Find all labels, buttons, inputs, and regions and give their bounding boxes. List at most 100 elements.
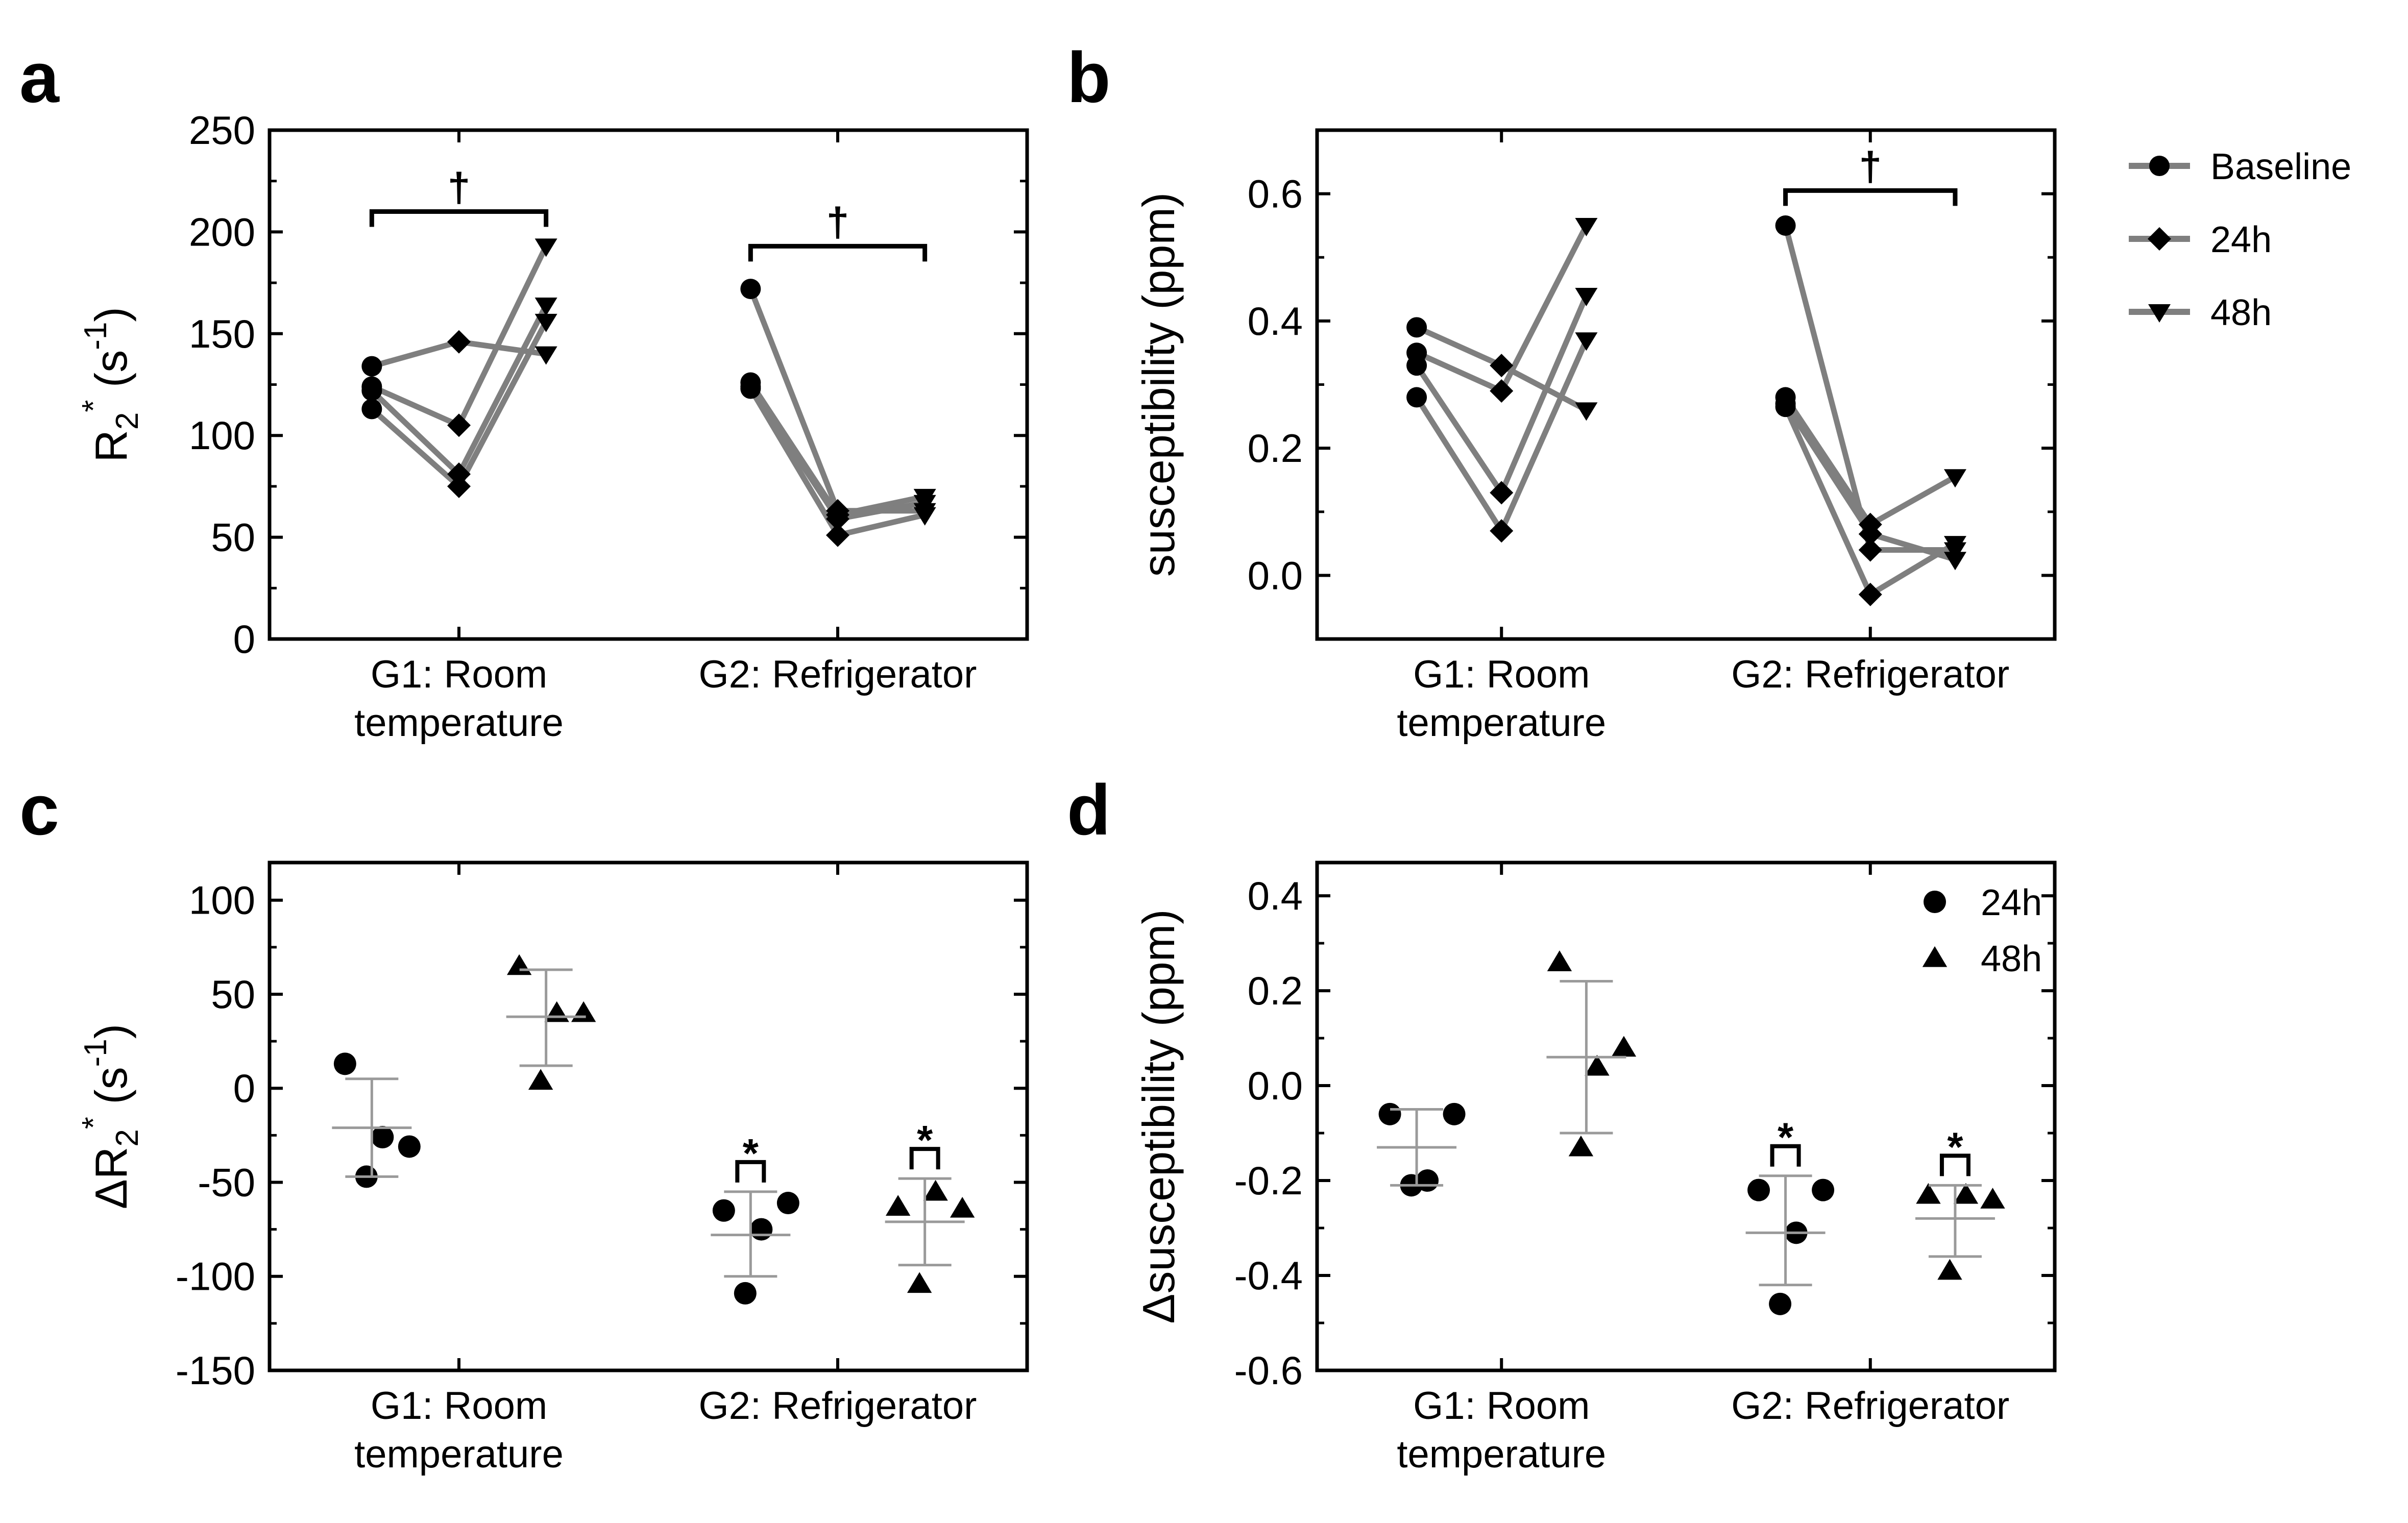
y-tick-label: 0.0 <box>1248 553 1303 598</box>
legend-marker-diamond <box>2148 227 2171 251</box>
x-category-label: G1: Room <box>371 653 547 696</box>
data-point-24h <box>734 1282 757 1305</box>
legend-marker-circle <box>2149 156 2170 176</box>
panel-label: a <box>19 37 60 117</box>
data-point-48h <box>1980 1188 2005 1209</box>
significance-bracket <box>735 1160 766 1183</box>
legend-label: 24h <box>2210 219 2272 260</box>
significance-star: * <box>743 1131 759 1176</box>
data-point-baseline <box>1406 387 1427 408</box>
x-category-label: temperature <box>354 701 564 745</box>
data-point-h24 <box>447 413 471 437</box>
y-axis-title-part: 2 <box>110 412 145 430</box>
legend-marker-triangle-down <box>2148 304 2171 323</box>
data-point-48h <box>1937 1259 1962 1280</box>
plot-frame <box>267 128 1029 641</box>
y-tick-label: 50 <box>211 972 255 1017</box>
significance-bracket <box>909 1147 940 1170</box>
y-axis-title-part: ) <box>86 307 136 322</box>
y-tick-label: 100 <box>189 413 255 458</box>
data-point-48h <box>571 1001 596 1022</box>
data-point-h48 <box>1575 332 1598 351</box>
y-tick-label: 0 <box>233 1066 255 1111</box>
x-category-label: temperature <box>1397 1433 1606 1476</box>
panel-c: c -150 -100 -50 0 50 100 G1: Room temperature G2:… <box>19 770 1029 1476</box>
y-tick-label: 0.2 <box>1248 426 1303 471</box>
y-tick-label: 100 <box>189 878 255 923</box>
panel-label: d <box>1067 770 1111 850</box>
legend-ab: Baseline 24h 48h <box>2129 146 2351 333</box>
plot-frame <box>267 861 1029 1372</box>
data-point-h24 <box>1490 481 1514 505</box>
data-point-48h <box>1611 1036 1637 1057</box>
data-point-48h <box>544 1001 569 1022</box>
y-axis-title-part: (s <box>86 1067 136 1117</box>
data-point-h48 <box>534 297 557 316</box>
dagger-marker: † <box>448 165 471 210</box>
data-point-baseline <box>361 399 382 420</box>
data-point-48h <box>1547 950 1572 971</box>
data-point-48h <box>1585 1054 1610 1076</box>
data-point-baseline <box>1775 215 1796 236</box>
data-point-48h <box>528 1069 553 1090</box>
data-point-h48 <box>1943 552 1966 571</box>
data-point-h48 <box>913 495 936 513</box>
y-tick-label: 0.4 <box>1248 873 1303 918</box>
y-tick-label: 0.4 <box>1248 299 1303 343</box>
data-point-h24 <box>1858 522 1882 546</box>
y-axis-title-part: -1 <box>78 1039 113 1067</box>
data-point-h24 <box>447 462 471 486</box>
y-axis-title-part: R <box>86 430 136 462</box>
y-axis-title-part: (s <box>86 350 136 400</box>
data-point-baseline <box>1406 317 1427 338</box>
data-point-48h <box>907 1272 932 1293</box>
legend-marker-circle <box>1924 891 1946 913</box>
data-point-48h <box>950 1196 975 1218</box>
data-point-24h <box>776 1192 799 1215</box>
y-tick-label: 250 <box>189 108 255 153</box>
data-point-h24 <box>1490 519 1514 543</box>
data-point-h48 <box>1575 217 1598 236</box>
data-point-24h <box>1443 1102 1466 1125</box>
data-point-48h <box>1916 1183 1941 1204</box>
data-point-baseline <box>1406 355 1427 376</box>
y-axis-title-part: * <box>76 1117 111 1129</box>
data-point-h24 <box>1490 354 1514 378</box>
y-tick-label: -0.4 <box>1234 1253 1303 1298</box>
data-point-baseline <box>740 279 761 300</box>
x-category-label: temperature <box>1397 701 1606 745</box>
data-point-h48 <box>1943 469 1966 488</box>
data-point-h48 <box>1575 288 1598 307</box>
data-point-48h <box>506 954 532 975</box>
plot-frame <box>1315 861 2057 1372</box>
panel-label: b <box>1067 37 1111 117</box>
dagger-marker: † <box>826 199 849 244</box>
legend-label: Baseline <box>2210 146 2351 187</box>
data-point-24h <box>1812 1178 1835 1201</box>
data-point-24h <box>750 1218 773 1241</box>
data-point-48h <box>1568 1135 1594 1157</box>
data-point-h48 <box>534 313 557 332</box>
y-tick-label: -0.6 <box>1234 1348 1303 1393</box>
y-tick-label: 0.0 <box>1248 1063 1303 1108</box>
subject-line <box>748 381 926 518</box>
data-point-baseline <box>740 378 761 399</box>
y-axis-title-part: ) <box>86 1024 136 1039</box>
subject-line <box>1783 225 1955 553</box>
y-tick-label: 0 <box>233 617 255 661</box>
data-point-baseline <box>1775 397 1796 417</box>
y-tick-label: 200 <box>189 209 255 254</box>
y-axis-title-part: * <box>76 400 111 412</box>
dagger-marker: † <box>1859 143 1882 189</box>
y-tick-label: -0.2 <box>1234 1158 1303 1203</box>
data-point-h24 <box>447 474 471 498</box>
data-point-24h <box>398 1135 421 1158</box>
significance-bracket <box>369 209 549 227</box>
y-axis-title-part: -1 <box>78 322 113 350</box>
y-tick-label: 50 <box>211 515 255 560</box>
significance-star: * <box>1947 1124 1963 1169</box>
data-point-24h <box>371 1126 394 1149</box>
y-tick-label: -150 <box>176 1348 255 1393</box>
data-point-h48 <box>534 346 557 365</box>
data-point-h48 <box>1575 402 1598 421</box>
